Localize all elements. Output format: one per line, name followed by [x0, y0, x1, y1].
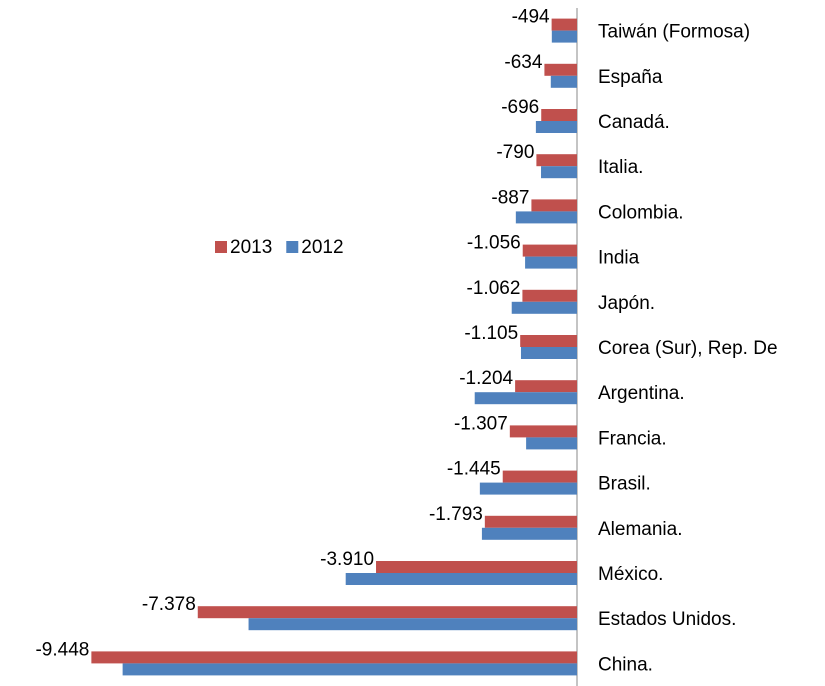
category-label: Alemania. [598, 519, 683, 540]
category-label: Italia. [598, 157, 643, 178]
category-label: España [598, 67, 663, 88]
bar [535, 121, 577, 133]
category-label: China. [598, 654, 653, 675]
bar [376, 561, 577, 573]
category-label: Argentina. [598, 383, 685, 404]
bar [526, 437, 577, 450]
value-label: -3.910 [320, 549, 374, 570]
bar [544, 63, 577, 76]
bar [502, 470, 577, 483]
category-label: Japón. [598, 293, 655, 314]
bar [520, 347, 577, 359]
bar [515, 211, 577, 224]
value-label: -634 [504, 52, 542, 73]
category-label: Estados Unidos. [598, 609, 736, 630]
value-label: -887 [491, 187, 529, 208]
category-label: Taiwán (Formosa) [598, 22, 750, 43]
bar [91, 651, 577, 664]
value-label: -1.204 [459, 368, 513, 389]
legend-swatch [286, 241, 299, 253]
legend-label: 2013 [230, 237, 272, 258]
value-label: -1.307 [454, 413, 508, 434]
bar [531, 199, 577, 212]
bar [248, 618, 577, 631]
bar [197, 606, 577, 619]
category-label: Francia. [598, 428, 667, 449]
bar [525, 256, 577, 269]
bar [522, 289, 577, 302]
bar [551, 30, 577, 43]
value-label: -696 [501, 97, 539, 118]
value-label: -1.062 [467, 278, 521, 299]
bar [481, 527, 577, 540]
value-label: -790 [496, 142, 534, 163]
bar [345, 573, 577, 585]
legend-swatch [215, 241, 227, 253]
category-label: México. [598, 564, 663, 585]
bar [541, 166, 577, 179]
value-label: -1.105 [464, 323, 518, 344]
bar [541, 109, 577, 121]
value-label: -7.378 [142, 594, 196, 615]
category-label: Colombia. [598, 202, 684, 223]
value-label: -9.448 [35, 639, 89, 660]
bar [484, 515, 577, 528]
bar [522, 244, 577, 257]
bar [515, 380, 577, 393]
bar [520, 335, 577, 347]
legend-label: 2012 [301, 237, 343, 258]
bar [509, 425, 577, 438]
bar [474, 392, 577, 405]
bar [551, 18, 577, 31]
value-label: -1.056 [467, 233, 521, 254]
category-label: Canadá. [598, 112, 670, 133]
bar [550, 75, 577, 88]
bar [479, 482, 577, 495]
bar [122, 663, 578, 676]
bar [511, 301, 577, 314]
value-label: -1.445 [447, 459, 501, 480]
category-label: Corea (Sur), Rep. De [598, 338, 778, 359]
category-label: India [598, 248, 640, 269]
bar [536, 154, 577, 167]
value-label: -1.793 [429, 504, 483, 525]
value-label: -494 [512, 7, 550, 28]
category-label: Brasil. [598, 474, 651, 495]
